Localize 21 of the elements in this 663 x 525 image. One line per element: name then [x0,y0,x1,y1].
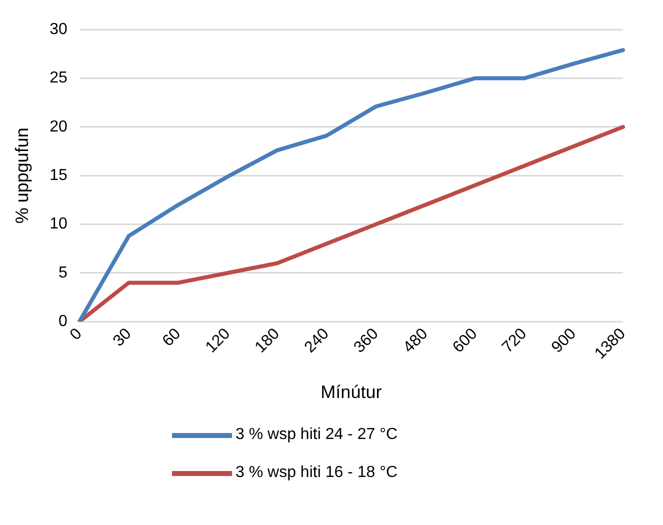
x-tick-label: 360 [350,325,382,356]
y-tick-label: 25 [50,70,68,87]
x-tick-label: 480 [400,325,432,356]
x-tick-label: 180 [252,325,284,356]
x-tick-label: 900 [548,325,580,356]
legend-label: 3 % wsp hiti 24 - 27 °C [236,426,398,444]
y-tick-label: 10 [50,216,68,233]
x-tick-label: 600 [450,325,481,356]
y-tick-label: 0 [58,313,68,330]
y-axis-title: % uppgufun [12,128,32,224]
x-tick-label: 240 [302,325,332,356]
x-tick-label: 720 [499,325,530,356]
x-tick-label: 30 [110,325,135,350]
legend-label: 3 % wsp hiti 16 - 18 °C [236,464,398,482]
x-tick-label: 120 [202,325,234,356]
y-tick-label: 15 [50,167,68,184]
x-axis-title: Mínútur [320,382,382,402]
x-tick-label: 60 [160,325,184,350]
y-tick-label: 20 [50,118,68,136]
y-tick-label: 30 [50,21,68,38]
y-tick-label: 5 [58,264,68,282]
